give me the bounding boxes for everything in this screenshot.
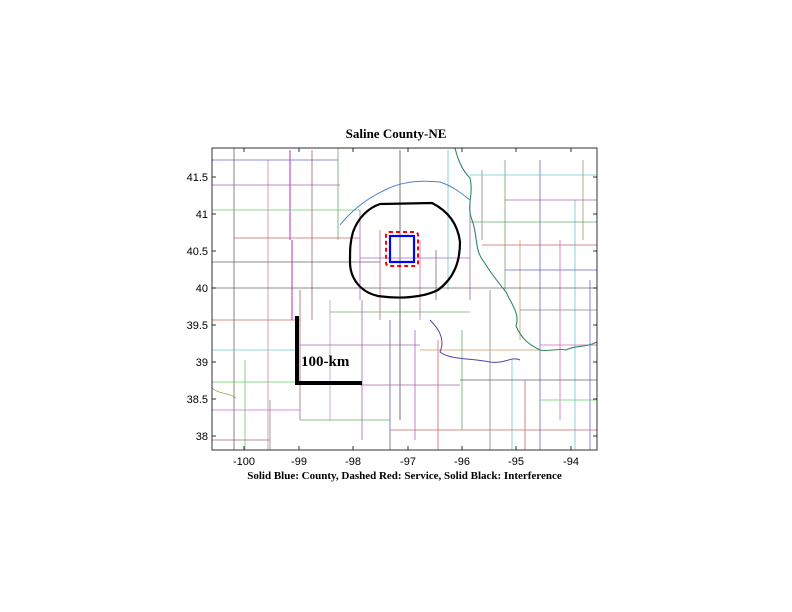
y-tick-label: 41 [196,209,208,221]
x-axis [243,148,572,450]
y-tick-label: 38.5 [187,394,208,406]
y-tick-label: 40.5 [187,246,208,258]
map-frame [211,147,598,451]
map-caption: Solid Blue: County, Dashed Red: Service,… [247,470,562,482]
y-tick-label: 39 [196,357,208,369]
county-boundaries [212,148,597,450]
x-tick-label: -96 [454,456,470,468]
x-tick-label: -100 [233,456,255,468]
interference-contour [348,201,462,299]
x-tick-label: -98 [345,456,361,468]
y-tick-label: 40 [196,283,208,295]
scale-bar-label: 100-km [301,354,350,370]
y-axis [212,176,597,437]
x-tick-label: -99 [291,456,307,468]
x-tick-label: -95 [508,456,524,468]
x-tick-label: -97 [400,456,416,468]
scale-bar: 100-km [295,316,362,385]
y-tick-label: 41.5 [187,172,208,184]
county-outline [388,234,416,264]
x-tick-label: -94 [563,456,579,468]
service-contour [385,231,419,267]
y-tick-label: 38 [196,431,208,443]
map-title: Saline County-NE [345,126,447,141]
y-tick-label: 39.5 [187,320,208,332]
